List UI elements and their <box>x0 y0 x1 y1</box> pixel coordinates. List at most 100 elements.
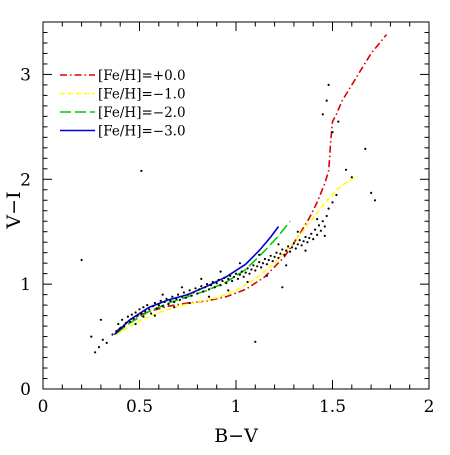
data-point-104 <box>298 239 301 242</box>
data-point-77 <box>246 267 249 270</box>
data-point-27 <box>150 312 153 315</box>
data-point-11 <box>121 318 124 321</box>
data-point-39 <box>173 300 176 304</box>
data-point-49 <box>192 291 195 294</box>
data-point-8 <box>115 330 118 333</box>
data-point-13 <box>124 321 128 324</box>
data-point-0 <box>80 258 83 262</box>
data-point-84 <box>260 266 263 269</box>
data-point-26 <box>148 308 151 311</box>
data-point-62 <box>217 278 220 281</box>
data-point-137 <box>173 306 176 309</box>
x-tick-label-1: 0.5 <box>126 397 153 417</box>
data-point-22 <box>142 315 145 318</box>
data-point-138 <box>188 301 191 305</box>
data-point-131 <box>373 199 377 202</box>
data-point-121 <box>335 193 338 197</box>
data-point-68 <box>229 274 232 277</box>
data-point-143 <box>285 264 288 267</box>
data-point-114 <box>317 224 321 227</box>
data-point-67 <box>227 277 230 280</box>
series-line-2 <box>115 220 291 335</box>
data-point-154 <box>316 218 319 221</box>
data-point-118 <box>325 214 328 218</box>
legend-label-2: [Fe/H]=−2.0 <box>98 105 186 121</box>
data-point-87 <box>265 263 268 266</box>
legend-label-3: [Fe/H]=−3.0 <box>98 124 186 140</box>
data-point-14 <box>126 315 129 318</box>
data-point-43 <box>180 295 184 298</box>
data-point-88 <box>267 258 270 262</box>
data-point-56 <box>205 283 209 286</box>
data-point-147 <box>180 286 184 289</box>
data-point-93 <box>277 256 280 259</box>
data-point-17 <box>132 317 135 320</box>
data-point-60 <box>213 286 216 289</box>
data-point-75 <box>242 275 245 278</box>
data-point-89 <box>269 254 272 257</box>
data-point-122 <box>321 113 324 116</box>
data-point-148 <box>200 277 203 280</box>
data-point-127 <box>344 168 348 171</box>
data-point-151 <box>258 253 261 256</box>
data-point-74 <box>240 270 243 273</box>
series-line-3 <box>113 226 280 336</box>
data-point-2 <box>94 351 97 354</box>
data-point-54 <box>202 290 205 293</box>
data-point-50 <box>194 287 197 290</box>
data-point-108 <box>306 241 309 244</box>
data-point-69 <box>231 279 234 283</box>
data-point-18 <box>134 311 137 314</box>
data-point-111 <box>312 238 315 241</box>
data-point-57 <box>207 288 211 291</box>
data-point-35 <box>165 297 168 300</box>
data-point-100 <box>290 246 294 249</box>
data-point-6 <box>105 341 108 344</box>
data-point-102 <box>294 247 297 250</box>
x-tick-label-3: 1.5 <box>319 397 346 417</box>
data-point-90 <box>271 260 274 263</box>
data-point-40 <box>175 297 178 300</box>
y-axis-label: V−I <box>3 191 25 229</box>
data-point-145 <box>323 234 326 237</box>
data-point-133 <box>254 340 257 343</box>
data-point-105 <box>300 244 303 247</box>
data-point-139 <box>207 295 211 298</box>
data-point-150 <box>238 262 241 265</box>
data-point-152 <box>277 243 280 246</box>
data-point-3 <box>97 346 101 349</box>
data-point-112 <box>314 228 317 231</box>
data-point-30 <box>155 307 158 310</box>
data-point-144 <box>304 249 307 252</box>
data-point-86 <box>263 257 266 261</box>
data-point-70 <box>233 275 236 278</box>
data-point-34 <box>163 300 166 304</box>
data-point-7 <box>111 333 114 336</box>
data-point-136 <box>153 314 156 317</box>
data-point-98 <box>287 245 290 248</box>
data-point-5 <box>99 318 102 321</box>
data-point-125 <box>331 131 334 134</box>
data-point-37 <box>169 299 172 302</box>
data-point-29 <box>153 301 156 305</box>
data-point-109 <box>308 236 311 240</box>
data-point-46 <box>186 293 189 296</box>
data-point-95 <box>281 248 284 251</box>
data-point-63 <box>219 284 222 287</box>
data-point-9 <box>117 322 120 326</box>
data-point-53 <box>200 285 203 288</box>
data-point-116 <box>321 220 324 223</box>
data-point-25 <box>146 304 149 307</box>
data-point-19 <box>136 314 139 317</box>
data-point-110 <box>310 232 313 235</box>
data-point-44 <box>182 291 185 294</box>
data-point-23 <box>142 306 145 309</box>
data-point-103 <box>296 243 299 246</box>
data-point-79 <box>250 268 253 271</box>
data-point-146 <box>161 293 164 296</box>
data-point-59 <box>211 280 214 284</box>
data-point-61 <box>215 282 218 285</box>
data-point-113 <box>316 233 319 236</box>
